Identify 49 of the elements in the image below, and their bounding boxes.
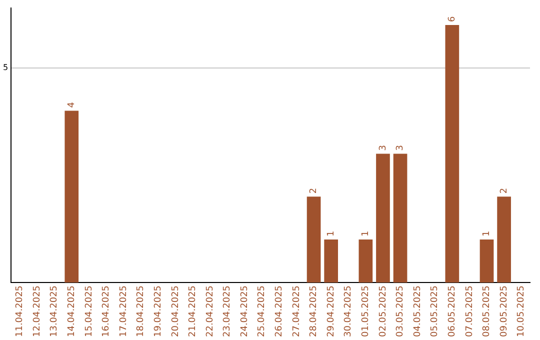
- x-tick-label: 13.04.2025: [50, 285, 60, 337]
- x-tick-label: 17.04.2025: [118, 285, 129, 337]
- x-tick-label: 09.05.2025: [499, 285, 510, 337]
- x-tick-label: 08.05.2025: [482, 285, 492, 337]
- x-tick-label: 04.05.2025: [412, 285, 423, 337]
- x-tick-label: 25.04.2025: [257, 285, 268, 337]
- bar: [376, 154, 390, 282]
- bar: [358, 240, 373, 282]
- bar: [445, 24, 460, 282]
- bar: [324, 240, 338, 282]
- bar: [497, 196, 511, 282]
- x-tick-label: 26.04.2025: [274, 285, 285, 337]
- x-tick-label: 30.04.2025: [344, 285, 354, 337]
- data-label: 4: [66, 102, 77, 108]
- bar: [393, 154, 408, 282]
- data-label: 2: [499, 188, 510, 194]
- x-tick-label: 06.05.2025: [448, 285, 458, 337]
- x-tick-label: 10.05.2025: [516, 285, 527, 337]
- x-tick-label: 01.05.2025: [361, 285, 372, 337]
- x-tick-label: 20.04.2025: [170, 285, 181, 337]
- y-tick-label: 5: [2, 62, 8, 72]
- x-tick-label: 19.04.2025: [153, 285, 164, 337]
- bar: [306, 196, 321, 282]
- x-tick-label: 24.04.2025: [240, 285, 250, 337]
- data-label: 6: [448, 16, 458, 22]
- x-tick-label: 16.04.2025: [102, 285, 112, 337]
- data-label: 3: [396, 144, 406, 151]
- x-tick-label: 23.04.2025: [222, 285, 233, 337]
- x-tick-label: 12.04.2025: [32, 285, 42, 337]
- x-tick-label: 22.04.2025: [205, 285, 216, 337]
- x-tick-label: 14.04.2025: [66, 285, 77, 337]
- x-tick-label: 29.04.2025: [326, 285, 336, 337]
- data-label: 1: [361, 230, 372, 237]
- x-tick-label: 15.04.2025: [84, 285, 94, 337]
- data-label: 3: [378, 144, 388, 151]
- x-tick-label: 07.05.2025: [464, 285, 475, 337]
- x-tick-label: 05.05.2025: [430, 285, 440, 337]
- x-tick-label: 27.04.2025: [292, 285, 302, 337]
- data-label: 1: [482, 230, 492, 237]
- bar: [480, 240, 494, 282]
- x-tick-label: 11.04.2025: [15, 285, 26, 337]
- x-tick-label: 28.04.2025: [309, 285, 320, 337]
- data-label: 1: [326, 230, 336, 237]
- x-tick-label: 03.05.2025: [396, 285, 406, 337]
- data-label: 2: [309, 188, 320, 194]
- x-tick-label: 18.04.2025: [136, 285, 146, 337]
- x-tick-label: 21.04.2025: [188, 285, 198, 337]
- bar: [64, 110, 79, 282]
- x-tick-label: 02.05.2025: [378, 285, 388, 337]
